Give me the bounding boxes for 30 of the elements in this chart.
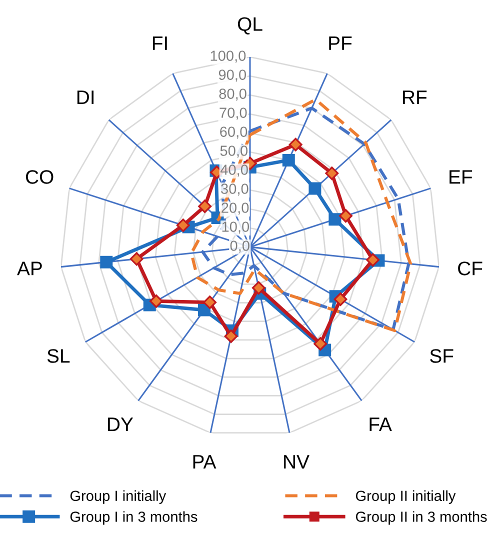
y-tick-label: 70,0	[220, 108, 247, 120]
spoke-label: DI	[77, 90, 94, 104]
spoke-label: PF	[329, 36, 352, 50]
y-tick-label: 50,0	[220, 146, 248, 158]
y-tick-label: 60,0	[220, 126, 248, 139]
legend-label: Group II initially	[356, 490, 456, 504]
spoke-label: RF	[403, 90, 427, 104]
spoke-label: EF	[450, 170, 472, 184]
y-tick-label: 0,0	[230, 240, 250, 253]
spoke-label: SF	[430, 349, 454, 363]
y-tick-label: 100,0	[210, 50, 246, 63]
spoke-label: CO	[26, 170, 54, 184]
y-tick-label: 40,0	[220, 164, 248, 177]
spoke-label: QL	[238, 17, 262, 34]
spoke-label: NV	[284, 455, 310, 468]
legend-label: Group I in 3 months	[70, 511, 198, 525]
spoke-label: PA	[193, 455, 216, 468]
spoke-label: SL	[47, 349, 70, 363]
spoke-label: FA	[370, 418, 392, 432]
legend-label: Group II in 3 months	[356, 511, 487, 525]
y-tick-label: 80,0	[219, 88, 246, 101]
spoke-label: DY	[108, 418, 134, 432]
legend-label: Group I initially	[70, 490, 166, 504]
y-tick-label: 30,0	[221, 184, 248, 196]
spoke-label: AP	[17, 262, 42, 276]
y-tick-label: 10,0	[222, 222, 250, 234]
y-tick-label: 90,0	[218, 70, 246, 82]
spoke-label: CF	[458, 262, 482, 276]
y-tick-label: 20,0	[222, 202, 249, 215]
spoke-label: FI	[152, 36, 167, 50]
